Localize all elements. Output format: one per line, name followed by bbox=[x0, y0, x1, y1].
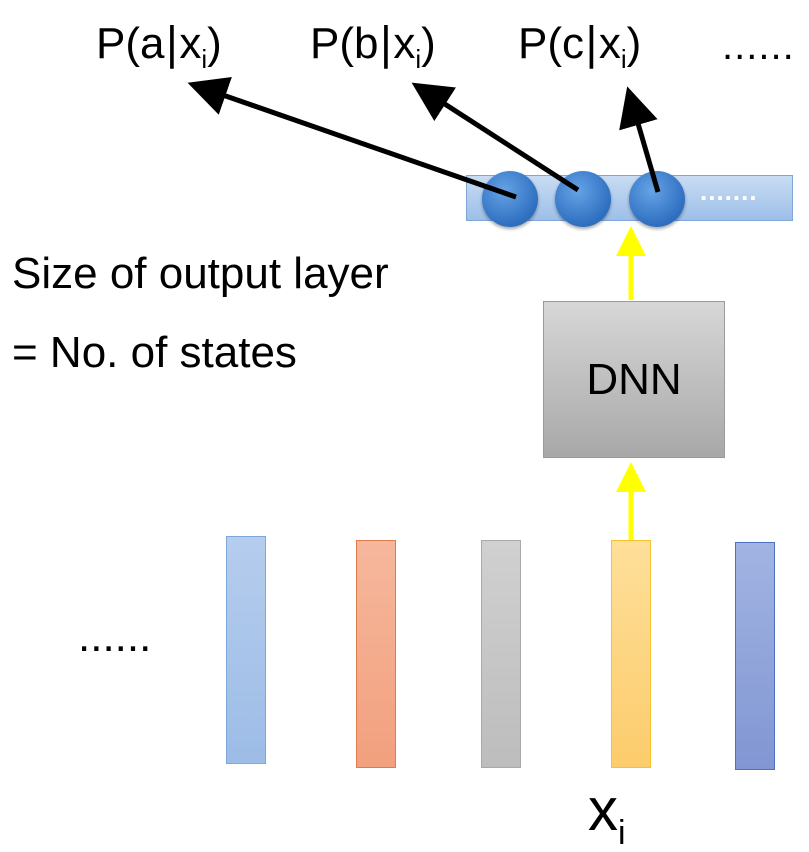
frame-1 bbox=[226, 536, 266, 764]
frame-2 bbox=[356, 540, 396, 768]
top-ellipsis: ...... bbox=[722, 24, 795, 68]
prob-c-prefix: P(c bbox=[518, 19, 584, 68]
prob-c-suffix: ) bbox=[626, 19, 642, 68]
caption-line-2: = No. of states bbox=[12, 328, 297, 377]
prob-b-sub: i bbox=[415, 44, 422, 74]
frame-5 bbox=[735, 542, 775, 770]
input-label-sub: i bbox=[618, 814, 626, 852]
arrow-to-prob-c bbox=[619, 86, 661, 193]
output-prob-b: P(b|xi) bbox=[310, 19, 436, 73]
prob-a-suffix: ) bbox=[207, 19, 222, 68]
prob-b-suffix: ) bbox=[421, 19, 436, 68]
output-layer-ellipsis: ....... bbox=[700, 176, 758, 206]
prob-b-x: x bbox=[393, 19, 416, 68]
prob-a-sub: i bbox=[201, 44, 208, 74]
frame-current bbox=[611, 540, 651, 768]
output-prob-a: P(a|xi) bbox=[96, 19, 222, 73]
arrow-to-prob-a bbox=[187, 76, 517, 200]
frame-3 bbox=[481, 540, 521, 768]
dnn-label: DNN bbox=[586, 354, 682, 404]
prob-c-x: x bbox=[598, 19, 621, 68]
prob-b-bar: | bbox=[378, 18, 394, 69]
output-prob-c: P(c|xi) bbox=[518, 19, 642, 73]
prob-b-prefix: P(b bbox=[310, 19, 379, 68]
frames-ellipsis: ...... bbox=[78, 612, 152, 661]
dnn-box: DNN bbox=[543, 301, 725, 458]
prob-c-bar: | bbox=[584, 18, 599, 69]
prob-a-bar: | bbox=[164, 18, 180, 69]
caption-line-1: Size of output layer bbox=[12, 249, 389, 298]
input-label-x: x bbox=[588, 776, 618, 843]
output-neuron-a bbox=[482, 171, 538, 227]
prob-a-prefix: P(a bbox=[96, 19, 165, 68]
input-label: xi bbox=[588, 780, 626, 851]
arrow-to-prob-b bbox=[411, 82, 580, 193]
prob-a-x: x bbox=[179, 19, 202, 68]
prob-c-sub: i bbox=[620, 44, 627, 74]
